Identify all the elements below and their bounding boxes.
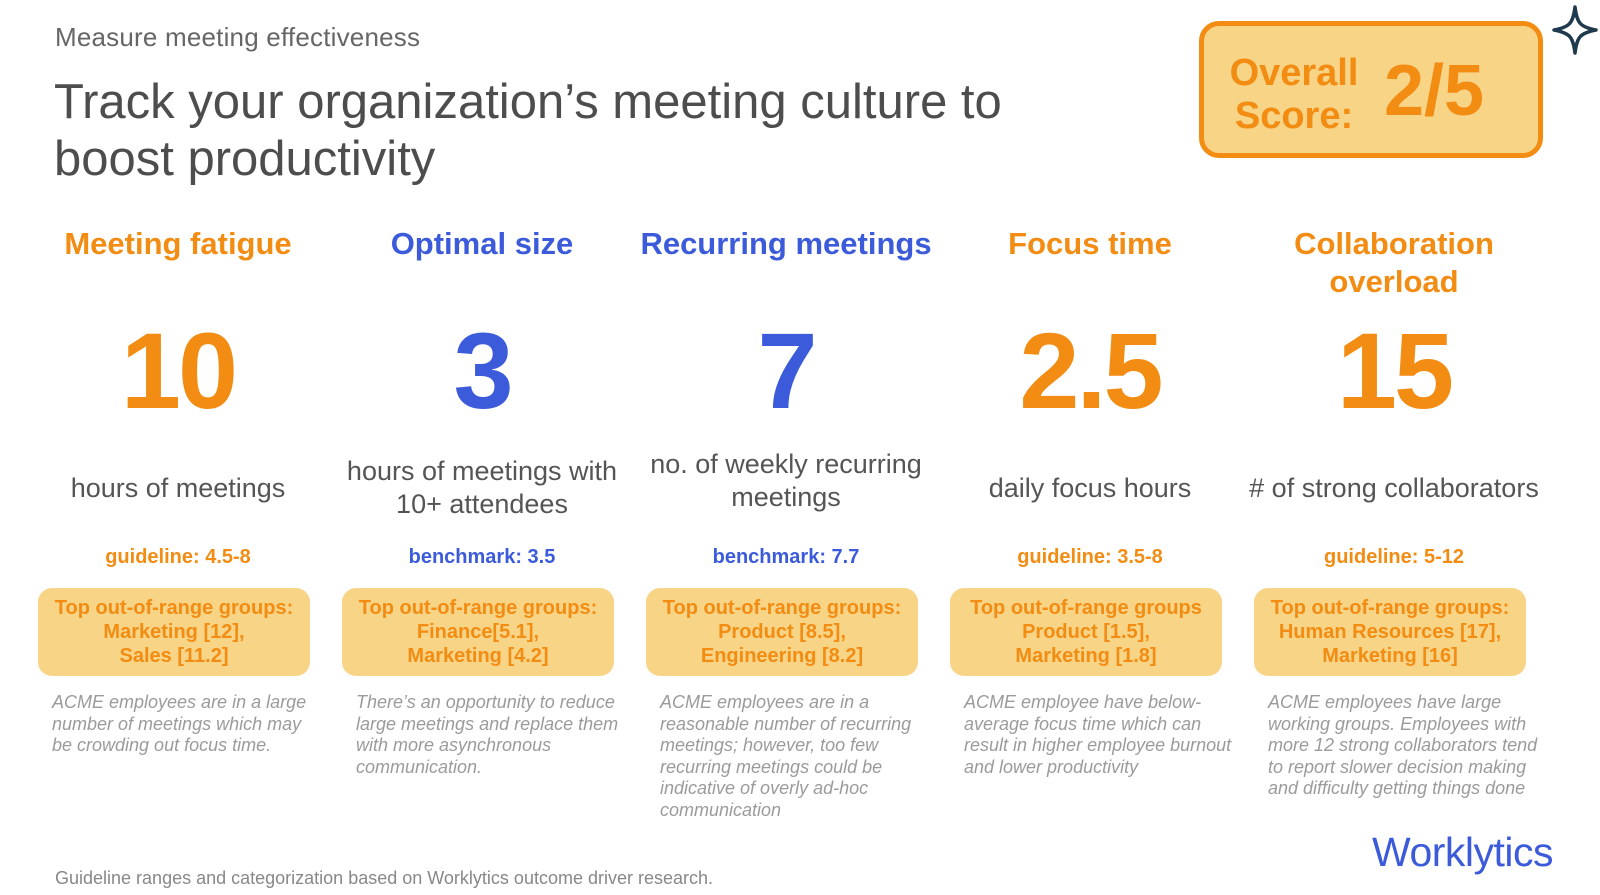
metric-title: Collaboration overload	[1294, 226, 1494, 299]
out-of-range-groups-card: Top out-of-range groups Product [1.5], M…	[950, 588, 1222, 676]
overall-score-card: Overall Score: 2/5	[1199, 21, 1543, 158]
groups-heading: Top out-of-range groups:	[662, 597, 902, 619]
metric-benchmark: benchmark: 3.5	[408, 546, 556, 568]
metric-note: There’s an opportunity to reduce large m…	[356, 692, 619, 777]
metric-unit: hours of meetings with 10+ attendees	[346, 456, 618, 519]
metric-unit-wrap: hours of meetings with 10+ attendees	[322, 447, 642, 529]
metric-title: Recurring meetings	[640, 226, 932, 261]
group-entry: Sales [11.2]	[119, 645, 229, 667]
group-entry: Marketing [1.8]	[1015, 645, 1157, 667]
metric-note: ACME employees are in a large number of …	[52, 692, 307, 755]
metric-value: 15	[1336, 310, 1454, 431]
groups-heading: Top out-of-range groups	[970, 597, 1202, 619]
metric-title: Meeting fatigue	[64, 226, 292, 261]
overall-score-label: Overall Score:	[1224, 52, 1364, 138]
group-entry: Engineering [8.2]	[700, 645, 864, 667]
group-entry: Marketing [12],	[103, 621, 245, 643]
metric-guideline: guideline: 3.5-8	[1017, 546, 1163, 568]
groups-heading: Top out-of-range groups:	[54, 597, 294, 619]
metric-title: Focus time	[1008, 226, 1172, 261]
brand-logo: Worklytics	[1372, 829, 1554, 875]
metric-unit: hours of meetings	[70, 472, 286, 503]
group-entry: Product [8.5],	[718, 621, 846, 643]
group-entry: Product [1.5],	[1022, 621, 1150, 643]
metric-unit-wrap: # of strong collaborators	[1234, 447, 1554, 529]
out-of-range-groups-card: Top out-of-range groups: Product [8.5], …	[646, 588, 918, 676]
metric-value: 3	[453, 310, 513, 431]
group-entry: Marketing [4.2]	[407, 645, 549, 667]
metric-benchmark: benchmark: 7.7	[712, 546, 860, 568]
group-entry: Human Resources [17],	[1278, 621, 1502, 643]
sparkle-icon	[1552, 5, 1598, 55]
metric-unit: no. of weekly recurring meetings	[650, 449, 922, 512]
out-of-range-groups-card: Top out-of-range groups: Marketing [12],…	[38, 588, 310, 676]
out-of-range-groups-card: Top out-of-range groups: Human Resources…	[1254, 588, 1526, 676]
metric-value: 2.5	[1019, 310, 1163, 431]
metric-unit: daily focus hours	[988, 472, 1192, 503]
page-eyebrow: Measure meeting effectiveness	[55, 22, 421, 52]
metric-guideline: guideline: 5-12	[1323, 546, 1465, 568]
metric-unit-wrap: no. of weekly recurring meetings	[626, 440, 946, 522]
metric-value: 7	[757, 310, 817, 431]
groups-heading: Top out-of-range groups:	[1270, 597, 1510, 619]
score-label-line1: Overall	[1229, 52, 1359, 94]
overall-score-value: 2/5	[1384, 51, 1485, 131]
metric-unit-wrap: hours of meetings	[18, 447, 338, 529]
metric-note: ACME employees are in a reasonable numbe…	[660, 692, 912, 820]
groups-heading: Top out-of-range groups:	[358, 597, 598, 619]
out-of-range-groups-card: Top out-of-range groups: Finance[5.1], M…	[342, 588, 614, 676]
metric-title: Optimal size	[390, 226, 574, 261]
metric-guideline: guideline: 4.5-8	[105, 546, 251, 568]
metric-unit-wrap: daily focus hours	[930, 447, 1250, 529]
metric-value: 10	[120, 310, 238, 431]
score-label-line2: Score:	[1234, 95, 1354, 137]
metric-unit: # of strong collaborators	[1249, 472, 1539, 503]
footer-source-note: Guideline ranges and categorization base…	[55, 868, 714, 888]
page-title: Track your organization’s meeting cultur…	[54, 75, 1002, 186]
metric-note: ACME employees have large working groups…	[1268, 692, 1538, 798]
group-entry: Marketing [16]	[1322, 645, 1458, 667]
metric-note: ACME employee have below-average focus t…	[964, 692, 1232, 777]
group-entry: Finance[5.1],	[416, 621, 540, 643]
